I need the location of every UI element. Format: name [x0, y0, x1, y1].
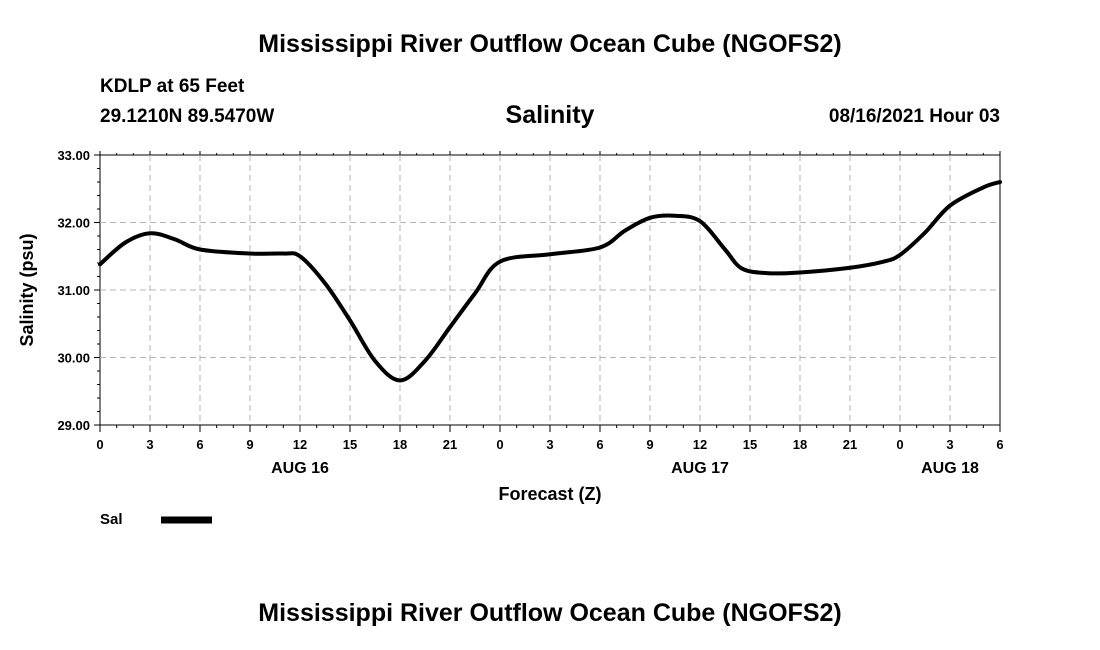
- y-tick-label: 33.00: [57, 148, 90, 163]
- y-tick-label: 31.00: [57, 283, 90, 298]
- date-label: AUG 17: [671, 460, 729, 477]
- x-tick-label: 15: [743, 437, 757, 452]
- x-tick-label: 6: [996, 437, 1003, 452]
- x-tick-label: 9: [246, 437, 253, 452]
- chart-title: Mississippi River Outflow Ocean Cube (NG…: [258, 30, 842, 58]
- date-label: AUG 16: [271, 460, 329, 477]
- y-tick-label: 30.00: [57, 351, 90, 366]
- x-tick-label: 18: [793, 437, 807, 452]
- x-tick-label: 0: [896, 437, 903, 452]
- x-tick-label: 0: [96, 437, 103, 452]
- station-label: KDLP at 65 Feet: [100, 76, 245, 97]
- forecast-datetime: 08/16/2021 Hour 03: [828, 106, 1000, 127]
- x-tick-label: 18: [393, 437, 407, 452]
- x-tick-label: 21: [843, 437, 857, 452]
- x-tick-label: 3: [946, 437, 953, 452]
- x-tick-label: 9: [646, 437, 653, 452]
- x-tick-label: 6: [196, 437, 203, 452]
- x-axis-title: Forecast (Z): [498, 484, 601, 504]
- y-axis-title: Salinity (psu): [17, 233, 37, 346]
- x-tick-label: 12: [693, 437, 707, 452]
- x-tick-label: 21: [443, 437, 457, 452]
- x-tick-label: 3: [546, 437, 553, 452]
- date-label: AUG 18: [921, 460, 979, 477]
- station-coordinates: 29.1210N 89.5470W: [100, 106, 275, 127]
- series-line-sal: [98, 180, 1002, 383]
- y-tick-label: 32.00: [57, 216, 90, 231]
- chart-subtitle: Salinity: [505, 101, 595, 129]
- x-tick-label: 12: [293, 437, 307, 452]
- x-tick-label: 3: [146, 437, 153, 452]
- y-tick-label: 29.00: [57, 418, 90, 433]
- x-tick-label: 15: [343, 437, 357, 452]
- x-tick-label: 0: [496, 437, 503, 452]
- x-tick-label: 6: [596, 437, 603, 452]
- footer-title: Mississippi River Outflow Ocean Cube (NG…: [258, 599, 842, 627]
- legend-label: Sal: [100, 511, 123, 528]
